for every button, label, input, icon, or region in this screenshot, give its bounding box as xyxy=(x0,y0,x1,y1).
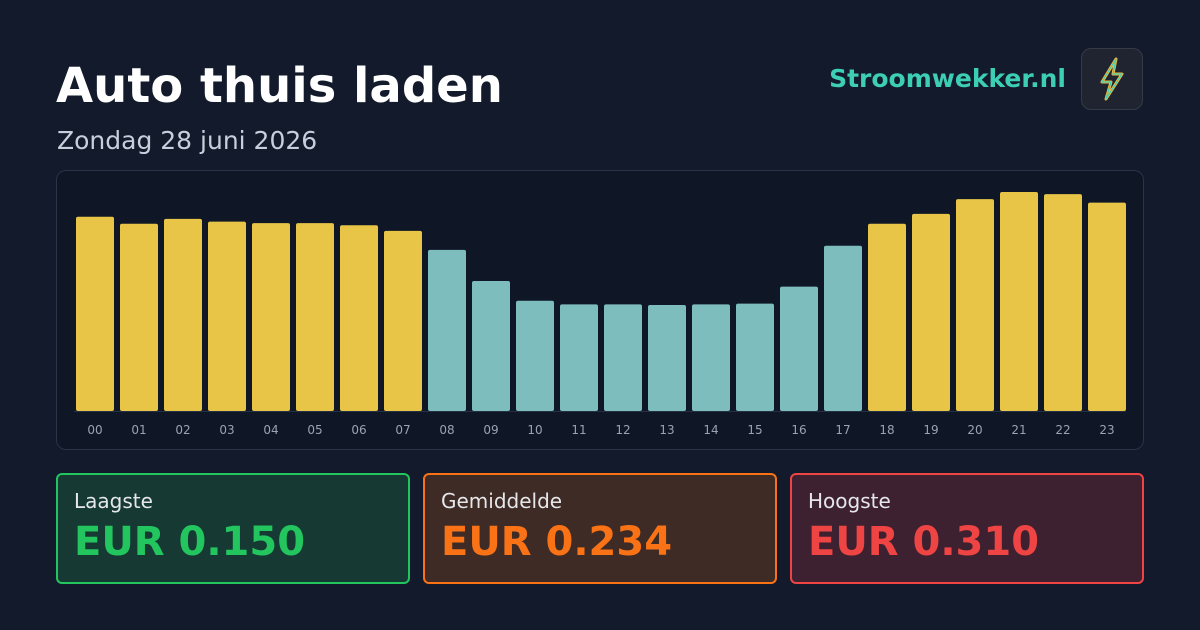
stat-value: EUR 0.150 xyxy=(74,519,306,565)
x-tick-label: 04 xyxy=(263,423,278,437)
x-tick-label: 00 xyxy=(87,423,102,437)
x-tick-label: 20 xyxy=(967,423,982,437)
bar xyxy=(428,249,466,411)
stat-label: Laagste xyxy=(74,489,153,513)
stat-card: Laagste EUR 0.150 xyxy=(56,473,410,584)
x-tick-label: 14 xyxy=(703,423,718,437)
bar xyxy=(956,199,994,411)
x-tick-label: 21 xyxy=(1011,423,1026,437)
bar xyxy=(164,218,202,411)
x-tick-label: 10 xyxy=(527,423,542,437)
chart: 00 01 02 03 04 05 06 07 08 09 10 11 12 13 14 15 16 17 18 19… xyxy=(74,192,1126,437)
bar xyxy=(208,221,246,411)
x-tick-label: 05 xyxy=(307,423,322,437)
bar xyxy=(1044,194,1082,411)
x-tick-label: 22 xyxy=(1055,423,1070,437)
x-tick-label: 16 xyxy=(791,423,806,437)
stat-label: Gemiddelde xyxy=(441,489,563,513)
brand: Stroomwekker.nl xyxy=(829,64,1066,93)
bar xyxy=(604,304,642,411)
x-tick-label: 02 xyxy=(175,423,190,437)
bar xyxy=(1088,202,1126,411)
bar xyxy=(1000,192,1038,411)
x-tick-label: 11 xyxy=(571,423,586,437)
bar xyxy=(648,305,686,411)
brand-icon xyxy=(1081,48,1143,110)
chart-panel: 00 01 02 03 04 05 06 07 08 09 10 11 12 13 14 15 16 17 18 19… xyxy=(56,170,1144,450)
bar xyxy=(472,281,510,411)
bar xyxy=(692,304,730,411)
x-tick-label: 09 xyxy=(483,423,498,437)
bar xyxy=(340,225,378,411)
bar xyxy=(516,300,554,411)
bar xyxy=(780,286,818,411)
stat-card: Gemiddelde EUR 0.234 xyxy=(423,473,777,584)
bar xyxy=(560,304,598,411)
bar xyxy=(868,223,906,411)
bar xyxy=(824,245,862,411)
x-tick-label: 08 xyxy=(439,423,454,437)
x-tick-label: 07 xyxy=(395,423,410,437)
stat-value: EUR 0.310 xyxy=(808,519,1040,565)
x-tick-label: 01 xyxy=(131,423,146,437)
x-tick-label: 23 xyxy=(1099,423,1114,437)
x-tick-label: 19 xyxy=(923,423,938,437)
bar xyxy=(252,223,290,411)
bar xyxy=(912,213,950,411)
bar xyxy=(120,223,158,411)
bar xyxy=(736,303,774,411)
x-tick-label: 06 xyxy=(351,423,366,437)
x-tick-label: 18 xyxy=(879,423,894,437)
bar xyxy=(384,230,422,411)
x-tick-label: 12 xyxy=(615,423,630,437)
lightning-icon xyxy=(1100,57,1124,101)
subtitle: Zondag 28 juni 2026 xyxy=(57,126,318,155)
stat-card: Hoogste EUR 0.310 xyxy=(790,473,1144,584)
x-tick-label: 03 xyxy=(219,423,234,437)
bar xyxy=(76,216,114,411)
stat-value: EUR 0.234 xyxy=(441,519,673,565)
x-tick-label: 17 xyxy=(835,423,850,437)
stat-label: Hoogste xyxy=(808,489,891,513)
x-tick-label: 15 xyxy=(747,423,762,437)
x-tick-label: 13 xyxy=(659,423,674,437)
bar xyxy=(296,223,334,411)
title: Auto thuis laden xyxy=(56,58,503,114)
